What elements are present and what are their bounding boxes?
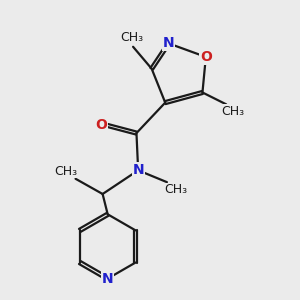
Text: N: N bbox=[163, 36, 174, 50]
Text: O: O bbox=[200, 50, 212, 64]
Text: O: O bbox=[95, 118, 107, 132]
Text: N: N bbox=[102, 272, 113, 286]
Text: CH₃: CH₃ bbox=[55, 165, 78, 178]
Text: CH₃: CH₃ bbox=[164, 183, 187, 196]
Text: N: N bbox=[132, 163, 144, 177]
Text: CH₃: CH₃ bbox=[221, 105, 244, 118]
Text: CH₃: CH₃ bbox=[120, 31, 143, 44]
